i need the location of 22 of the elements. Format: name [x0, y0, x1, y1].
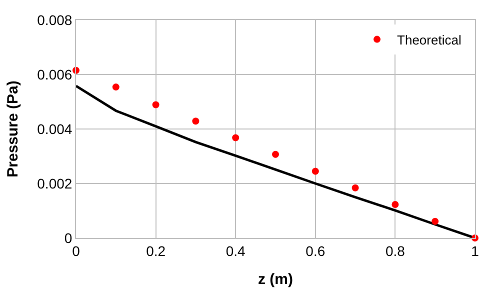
point — [272, 150, 279, 158]
x-axis-title: z (m) — [258, 270, 293, 288]
point — [192, 118, 200, 125]
y-tick-label: 0.002 — [37, 175, 72, 192]
x-tick-label: 0.2 — [146, 242, 166, 259]
point — [312, 168, 319, 175]
point — [432, 218, 439, 225]
point — [232, 134, 240, 142]
point — [392, 200, 399, 208]
point — [152, 101, 160, 108]
x-tick-label: 0.6 — [306, 242, 326, 259]
point — [112, 84, 120, 91]
x-tick-label: 0.4 — [226, 242, 246, 259]
x-tick-label: 1 — [471, 242, 480, 259]
y-tick-label: 0.004 — [37, 120, 72, 137]
legend-label: Theoretical — [397, 32, 462, 48]
x-tick-label: 0.8 — [385, 242, 406, 259]
point — [352, 184, 359, 192]
y-axis-title: Pressure (Pa) — [4, 80, 22, 178]
y-tick-label: 0 — [64, 230, 72, 246]
y-tick-label: 0.006 — [37, 66, 72, 82]
y-tick-label: 0.008 — [37, 12, 72, 28]
